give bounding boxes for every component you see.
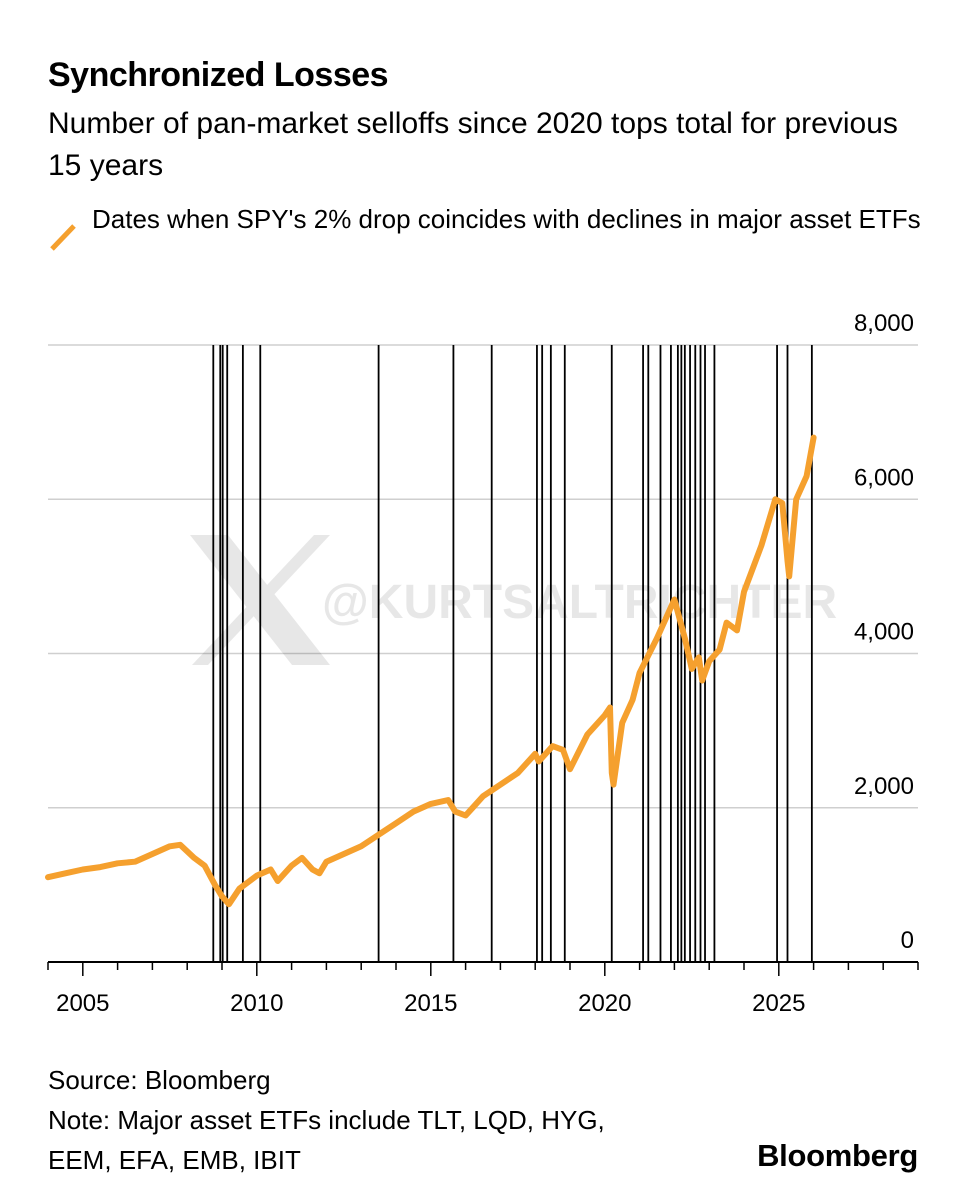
note-line-2: EEM, EFA, EMB, IBIT (48, 1145, 301, 1175)
y-tick-label: 4,000 (854, 619, 914, 646)
y-tick-label: 2,000 (854, 773, 914, 800)
series-line-layer (45, 434, 817, 908)
bloomberg-logo: Bloomberg (757, 1138, 918, 1173)
y-tick-label: 8,000 (854, 310, 914, 337)
axes: 0 2,000 4,000 6,000 8,000 2005 2010 2015 2020 202… (47, 310, 919, 1017)
x-tick-label: 2025 (752, 990, 805, 1017)
x-tick-label: 2005 (56, 990, 109, 1017)
legend: Dates when SPY's 2% drop coincides with … (48, 200, 928, 280)
chart-svg: @KURTSALTRICHTER 0 2,000 4,000 6,000 8,000 20… (45, 310, 919, 1017)
watermark-text: @KURTSALTRICHTER (322, 576, 837, 629)
chart-subtitle: Number of pan-market selloffs since 2020… (48, 107, 898, 182)
legend-label: Dates when SPY's 2% drop coincides with … (92, 204, 921, 234)
y-tick-label: 0 (901, 927, 914, 954)
x-tick-label: 2010 (230, 990, 283, 1017)
spy-series-line (45, 434, 817, 908)
footer: Source: Bloomberg Note: Major asset ETFs… (48, 1060, 605, 1180)
source-text: Source: Bloomberg (48, 1065, 271, 1095)
y-tick-label: 6,000 (854, 464, 914, 491)
legend-swatch-icon (50, 224, 76, 251)
note-line-1: Note: Major asset ETFs include TLT, LQD,… (48, 1105, 605, 1135)
chart-title: Synchronized Losses (48, 56, 389, 94)
x-tick-label: 2020 (578, 990, 631, 1017)
gridlines (48, 344, 918, 809)
x-tick-label: 2015 (404, 990, 457, 1017)
